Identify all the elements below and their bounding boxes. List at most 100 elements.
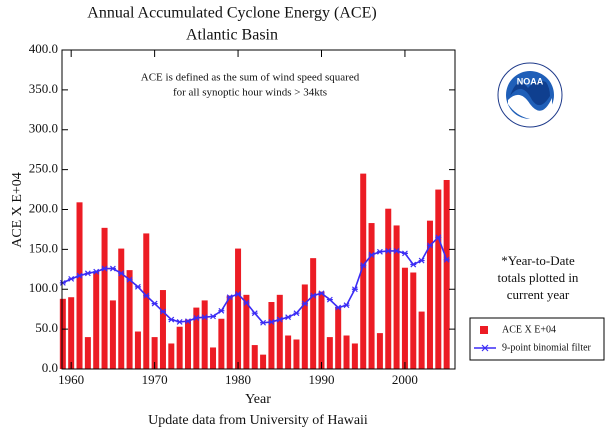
- legend-swatch: [480, 326, 488, 334]
- marker: [76, 272, 83, 279]
- y-tick-label: 50.0: [35, 320, 58, 335]
- logo: NOAA: [497, 62, 563, 128]
- marker: [293, 310, 300, 317]
- y-tick-label: 350.0: [29, 81, 58, 96]
- bar: [210, 347, 217, 369]
- y-tick-label: 400.0: [29, 41, 58, 56]
- marker: [285, 314, 292, 321]
- bar: [418, 311, 425, 369]
- bar: [260, 354, 267, 369]
- bar: [268, 302, 275, 369]
- annotation: for all synoptic hour winds > 34kts: [173, 87, 327, 99]
- bar: [401, 267, 408, 369]
- bar: [101, 227, 108, 369]
- marker: [268, 319, 275, 325]
- y-tick-label: 300.0: [29, 121, 58, 136]
- marker: [318, 290, 325, 297]
- marker: [134, 283, 141, 290]
- marker: [68, 275, 75, 282]
- y-tick-label: 0.0: [42, 360, 58, 375]
- marker: [376, 248, 383, 255]
- marker: [126, 276, 133, 283]
- marker: [276, 316, 283, 323]
- bar: [118, 248, 125, 369]
- bar: [335, 306, 342, 369]
- logo-text: NOAA: [517, 76, 544, 86]
- y-tick-label: 150.0: [29, 240, 58, 255]
- marker: [326, 296, 333, 303]
- marker: [59, 279, 66, 286]
- marker: [118, 270, 125, 277]
- marker: [159, 308, 166, 315]
- marker: [385, 248, 392, 254]
- marker: [84, 270, 91, 277]
- bar: [410, 272, 417, 369]
- marker: [226, 294, 233, 301]
- bar: [109, 300, 116, 369]
- bar: [176, 326, 183, 369]
- marker: [176, 319, 183, 325]
- marker: [426, 242, 433, 249]
- marker: [360, 262, 367, 269]
- marker: [260, 319, 267, 326]
- bar: [93, 271, 100, 369]
- bar: [435, 189, 442, 369]
- bar: [351, 343, 358, 369]
- bar: [201, 300, 208, 369]
- bar: [218, 318, 225, 369]
- bar: [76, 202, 83, 369]
- x-axis-label: Year: [245, 392, 271, 407]
- bar: [301, 284, 308, 369]
- y-tick-label: 100.0: [29, 280, 58, 295]
- marker: [93, 268, 100, 275]
- bar: [126, 270, 133, 369]
- bar: [59, 298, 66, 369]
- bar: [276, 294, 283, 369]
- x-tick-label: 1960: [58, 372, 84, 387]
- annotation: ACE is defined as the sum of wind speed …: [141, 72, 360, 84]
- bar: [385, 208, 392, 369]
- marker: [168, 316, 175, 323]
- marker: [368, 252, 375, 258]
- note: totals plotted in: [498, 270, 579, 285]
- legend-swatch: [481, 344, 489, 352]
- bar: [310, 258, 317, 369]
- bar: [226, 295, 233, 369]
- bar: [143, 233, 150, 369]
- footer: Update data from University of Hawaii: [148, 413, 368, 428]
- marker: [193, 315, 200, 321]
- bar: [184, 319, 191, 369]
- note: current year: [507, 287, 570, 302]
- marker: [401, 250, 408, 257]
- bar: [285, 335, 292, 369]
- bar: [393, 225, 400, 369]
- bar: [68, 297, 75, 369]
- marker: [101, 265, 108, 272]
- bar: [193, 307, 200, 369]
- marker: [410, 261, 417, 268]
- marker: [343, 302, 350, 309]
- marker: [251, 310, 258, 317]
- bar: [368, 223, 375, 369]
- bar: [251, 345, 258, 369]
- marker: [393, 248, 400, 254]
- marker: [151, 300, 158, 307]
- chart-title: Annual Accumulated Cyclone Energy (ACE): [87, 5, 376, 22]
- bar: [159, 290, 166, 369]
- marker: [418, 257, 425, 264]
- x-tick-label: 1980: [225, 372, 251, 387]
- marker: [143, 292, 150, 299]
- note: *Year-to-Date: [501, 253, 575, 268]
- bar: [243, 294, 250, 369]
- marker: [435, 234, 442, 241]
- bar: [443, 179, 450, 369]
- x-tick-label: 1990: [308, 372, 334, 387]
- marker: [351, 286, 358, 293]
- marker: [335, 304, 342, 311]
- bar: [360, 173, 367, 369]
- bar: [235, 248, 242, 369]
- bar: [134, 331, 141, 369]
- bar: [326, 337, 333, 369]
- marker: [201, 314, 208, 321]
